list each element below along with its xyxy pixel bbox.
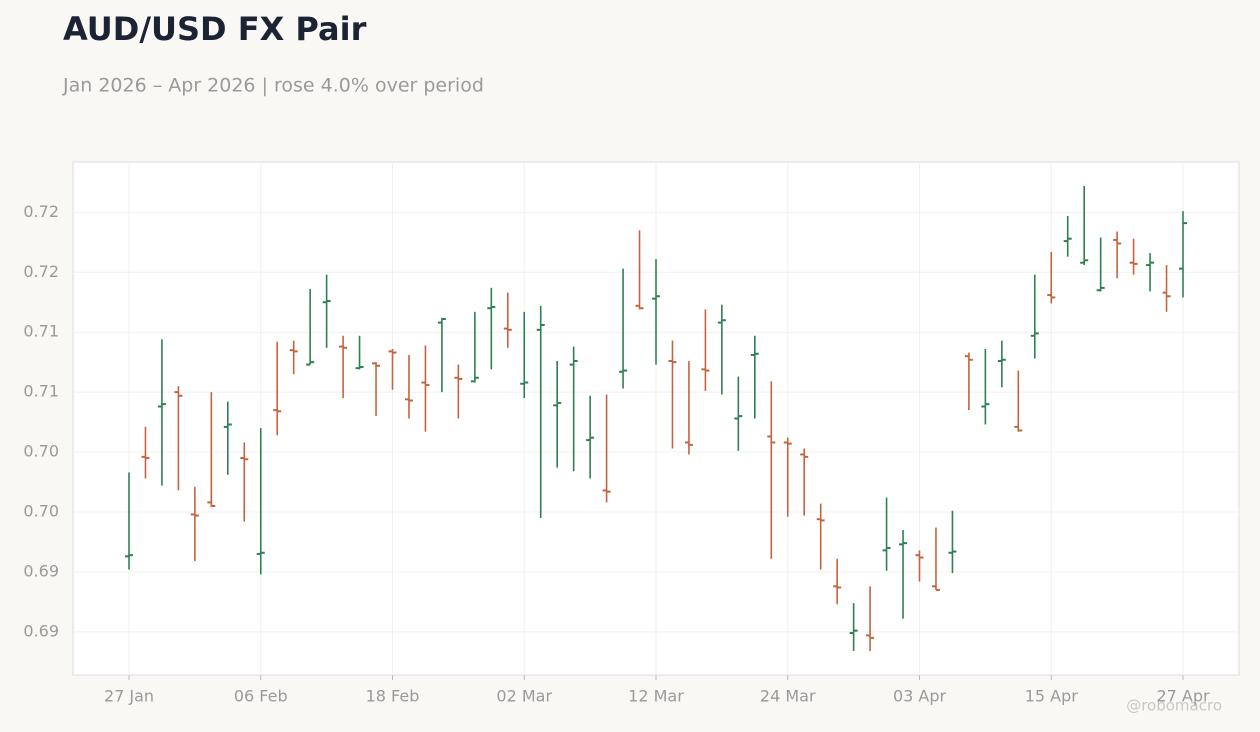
y-tick-label: 0.69: [23, 561, 59, 580]
chart-subtitle: Jan 2026 – Apr 2026 | rose 4.0% over per…: [62, 75, 484, 97]
x-tick-label: 27 Apr: [1156, 687, 1210, 706]
x-tick-label: 03 Apr: [893, 687, 947, 706]
y-tick-label: 0.70: [23, 501, 59, 520]
y-tick-label: 0.72: [23, 262, 59, 281]
x-tick-label: 12 Mar: [628, 687, 684, 706]
y-tick-label: 0.70: [23, 442, 59, 461]
y-tick-label: 0.72: [23, 202, 59, 221]
watermark: @robomacro: [1126, 697, 1222, 715]
y-tick-label: 0.71: [23, 322, 59, 341]
x-tick-label: 18 Feb: [366, 687, 420, 706]
x-tick-label: 27 Jan: [104, 687, 154, 706]
chart-title: AUD/USD FX Pair: [63, 10, 367, 48]
x-tick-label: 24 Mar: [760, 687, 816, 706]
x-tick-label: 15 Apr: [1025, 687, 1079, 706]
y-tick-label: 0.71: [23, 382, 59, 401]
x-tick-label: 02 Mar: [496, 687, 552, 706]
x-tick-label: 06 Feb: [234, 687, 288, 706]
y-tick-label: 0.69: [23, 621, 59, 640]
